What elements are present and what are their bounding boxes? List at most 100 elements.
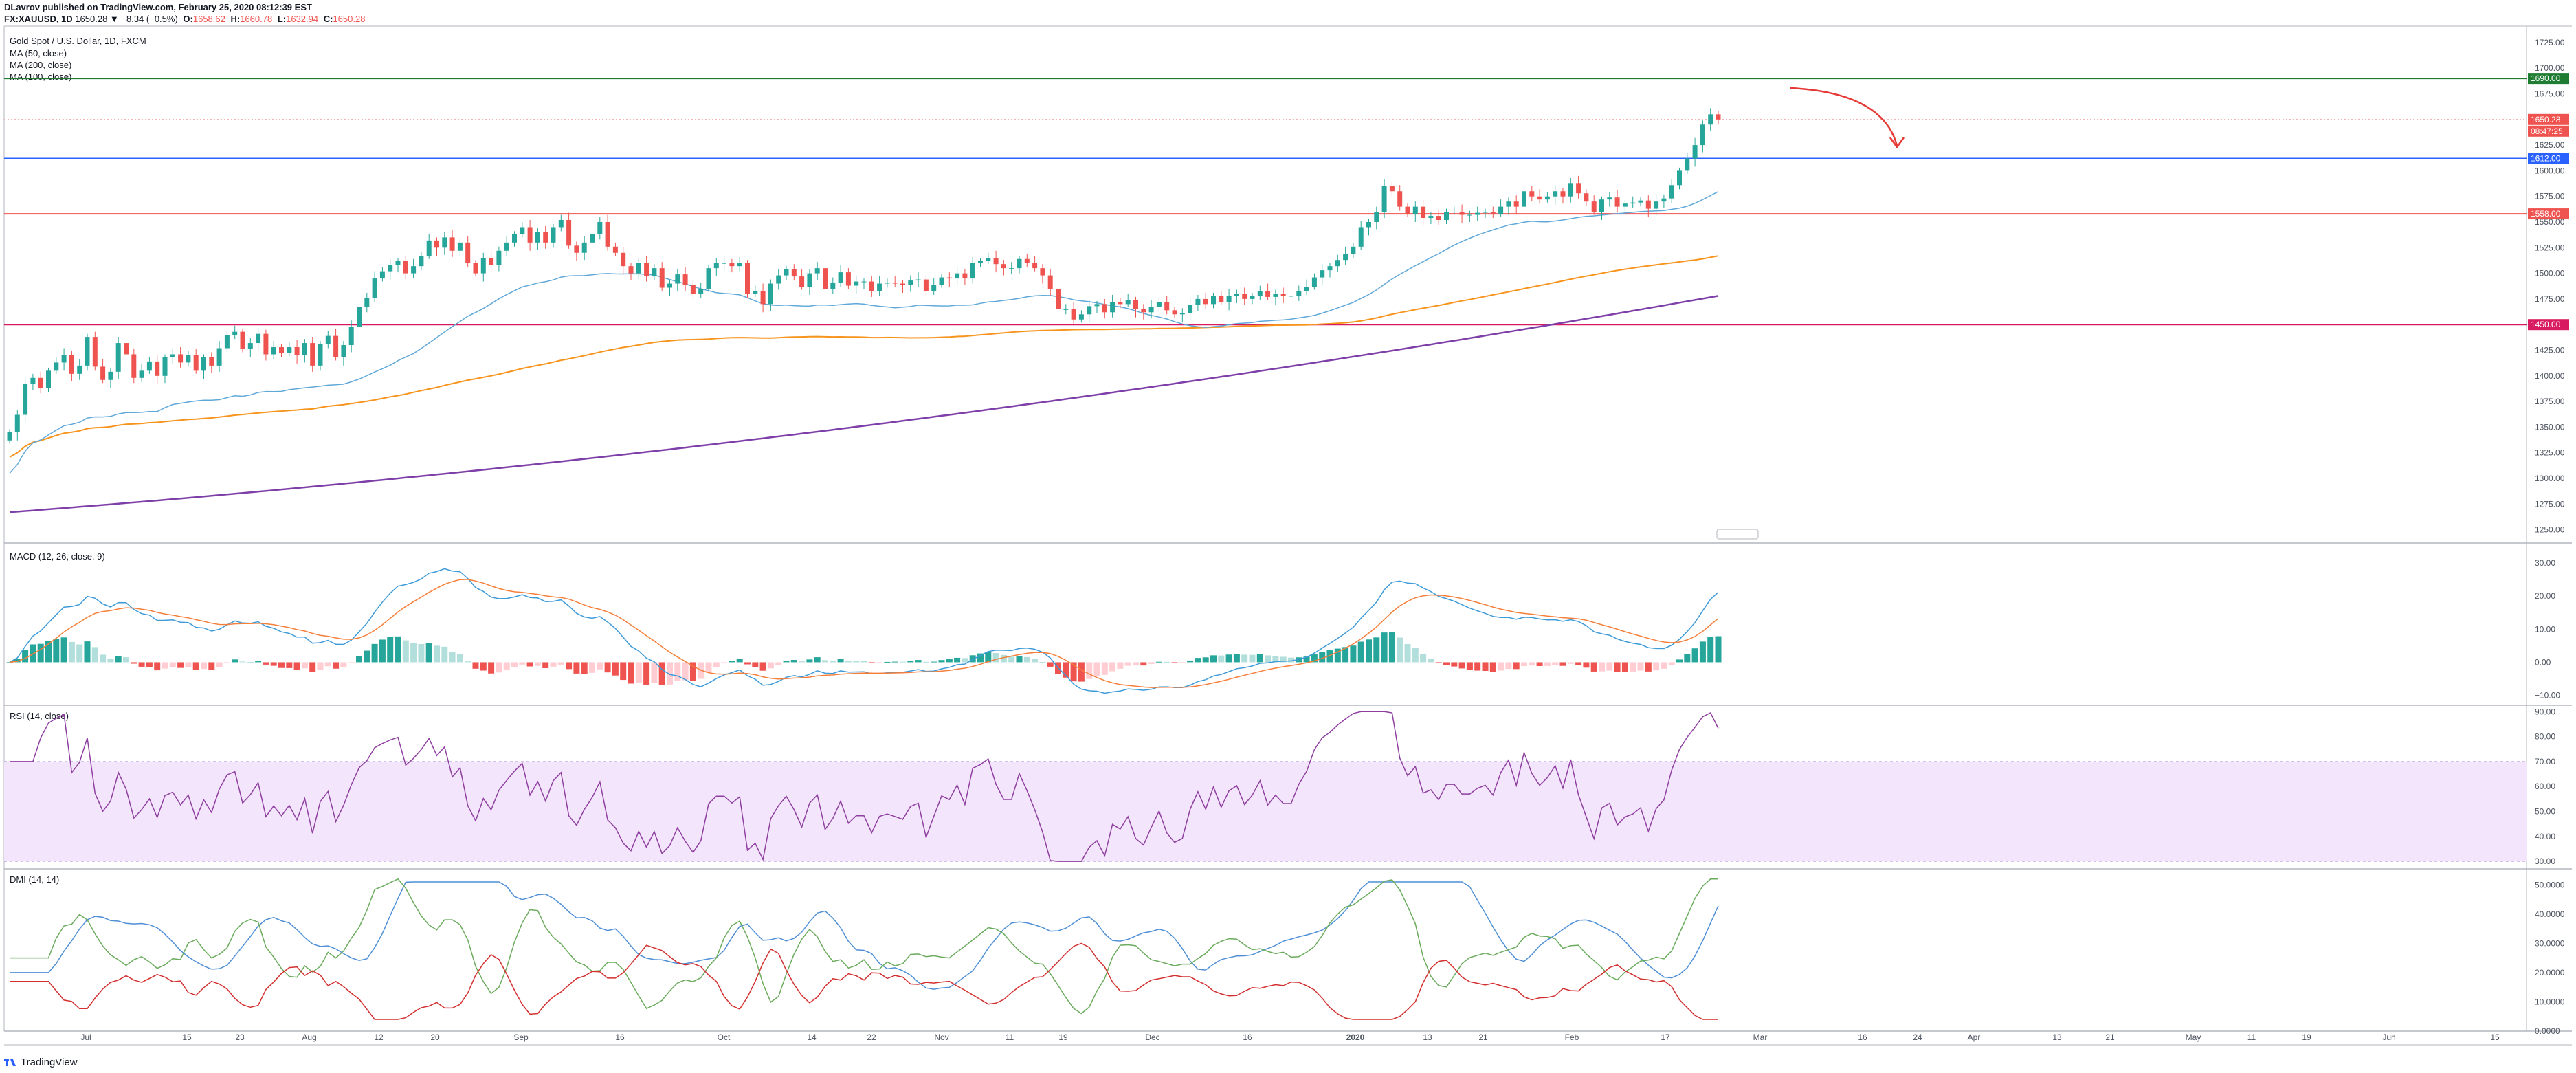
- dmi-minus-di-line: [10, 942, 1718, 1020]
- candle-body: [1381, 186, 1387, 212]
- macd-histogram-bar: [1303, 656, 1310, 663]
- events-badge-icon: [1716, 529, 1759, 540]
- legend-ma100[interactable]: MA (100, close): [10, 71, 72, 82]
- candle-body: [318, 344, 323, 366]
- macd-histogram-bar: [503, 662, 510, 671]
- macd-histogram-bar: [356, 656, 362, 663]
- macd-histogram-bar: [806, 659, 813, 663]
- macd-histogram-bar: [1249, 654, 1256, 663]
- macd-histogram-bar: [456, 654, 463, 663]
- candle-body: [527, 227, 533, 243]
- macd-label[interactable]: MACD (12, 26, close, 9): [10, 551, 105, 562]
- candle-body: [1141, 309, 1146, 313]
- macd-histogram-bar: [1715, 636, 1722, 663]
- macd-histogram-bar: [915, 660, 922, 663]
- macd-histogram-bar: [14, 659, 21, 663]
- candle-body: [1343, 254, 1348, 261]
- price-tick-label: 1275.00: [2535, 499, 2565, 509]
- candle-body: [652, 268, 657, 277]
- macd-histogram-bar: [566, 662, 573, 670]
- macd-histogram-bar: [286, 662, 293, 668]
- candle-body: [1459, 212, 1465, 215]
- candle-body: [854, 281, 859, 286]
- level-price-tag: [2528, 208, 2569, 220]
- macd-histogram-bar: [1202, 657, 1209, 663]
- rsi-tick-label: 90.00: [2535, 707, 2555, 716]
- macd-tick-label: 0.00: [2535, 657, 2551, 667]
- macd-histogram-bar: [216, 662, 223, 667]
- macd-histogram-bar: [759, 662, 766, 671]
- macd-histogram-bar: [53, 639, 60, 663]
- candle-body: [713, 263, 719, 269]
- x-tick-label: Jul: [80, 1032, 91, 1042]
- candle-body: [1250, 296, 1255, 299]
- macd-histogram-bar: [667, 662, 673, 685]
- candle-body: [1257, 290, 1263, 296]
- candle-body: [1560, 191, 1566, 197]
- macd-histogram-bar: [1140, 662, 1147, 666]
- x-tick-label: Apr: [1968, 1032, 1981, 1042]
- last-price-tag-text: 1650.28: [2531, 115, 2561, 124]
- candle-body: [1188, 305, 1193, 313]
- countdown-tag-text: 08:47:25: [2531, 126, 2563, 136]
- x-tick-label: 20: [430, 1032, 440, 1042]
- macd-histogram-bar: [1373, 637, 1380, 663]
- x-tick-label: Aug: [302, 1032, 316, 1042]
- macd-histogram-bar: [814, 657, 821, 663]
- macd-histogram-bar: [177, 662, 184, 668]
- legend-ma200[interactable]: MA (200, close): [10, 60, 72, 70]
- candle-body: [124, 343, 129, 355]
- candle-body: [1094, 304, 1100, 307]
- macd-histogram-bar: [1311, 654, 1318, 663]
- candle-body: [877, 283, 882, 291]
- macd-histogram-bar: [682, 662, 689, 681]
- x-tick-label: 16: [1858, 1032, 1867, 1042]
- candle-body: [574, 245, 579, 253]
- candle-body: [993, 258, 999, 265]
- macd-histogram-bar: [1513, 662, 1520, 670]
- candle-body: [830, 283, 836, 289]
- macd-histogram-bar: [364, 650, 370, 663]
- candle-body: [115, 343, 121, 372]
- macd-histogram-bar: [1210, 655, 1217, 663]
- candle-body: [923, 279, 929, 291]
- macd-histogram-bar: [309, 662, 316, 672]
- candle-body: [1304, 287, 1309, 291]
- macd-histogram-bar: [519, 662, 526, 665]
- macd-histogram-bar: [1505, 662, 1512, 670]
- macd-histogram-bar: [1435, 662, 1442, 664]
- dmi-label[interactable]: DMI (14, 14): [10, 874, 60, 885]
- candle-body: [1156, 302, 1162, 307]
- candle-body: [457, 242, 463, 251]
- tradingview-logo-icon: [4, 1059, 16, 1066]
- macd-histogram-bar: [45, 641, 52, 663]
- candle-body: [908, 280, 913, 285]
- macd-histogram-bar: [1621, 662, 1628, 672]
- price-tick-label: 1550.00: [2535, 217, 2565, 227]
- macd-histogram-bar: [1599, 662, 1605, 672]
- macd-histogram-bar: [263, 662, 269, 665]
- candle-body: [900, 283, 905, 285]
- candle-body: [1296, 290, 1302, 296]
- macd-histogram-bar: [876, 662, 883, 663]
- x-tick-label: 21: [1478, 1032, 1488, 1042]
- legend-ma50[interactable]: MA (50, close): [10, 48, 67, 58]
- x-tick-label: Dec: [1145, 1032, 1159, 1042]
- candle-body: [581, 242, 587, 253]
- candle-body: [100, 366, 106, 380]
- macd-histogram-bar: [1063, 662, 1069, 678]
- price-tick-label: 1400.00: [2535, 371, 2565, 381]
- candle-body: [1638, 200, 1643, 203]
- candle-body: [1024, 258, 1030, 263]
- candle-body: [807, 273, 812, 287]
- macd-histogram-bar: [208, 662, 215, 670]
- close-value: 1650.28: [333, 14, 366, 24]
- macd-histogram-bar: [752, 662, 759, 667]
- candle-body: [799, 276, 805, 287]
- macd-histogram-bar: [1397, 637, 1403, 663]
- candle-body: [14, 414, 20, 432]
- macd-histogram-bar: [550, 662, 557, 667]
- rsi-label[interactable]: RSI (14, close): [10, 711, 69, 721]
- candle-body: [636, 263, 641, 274]
